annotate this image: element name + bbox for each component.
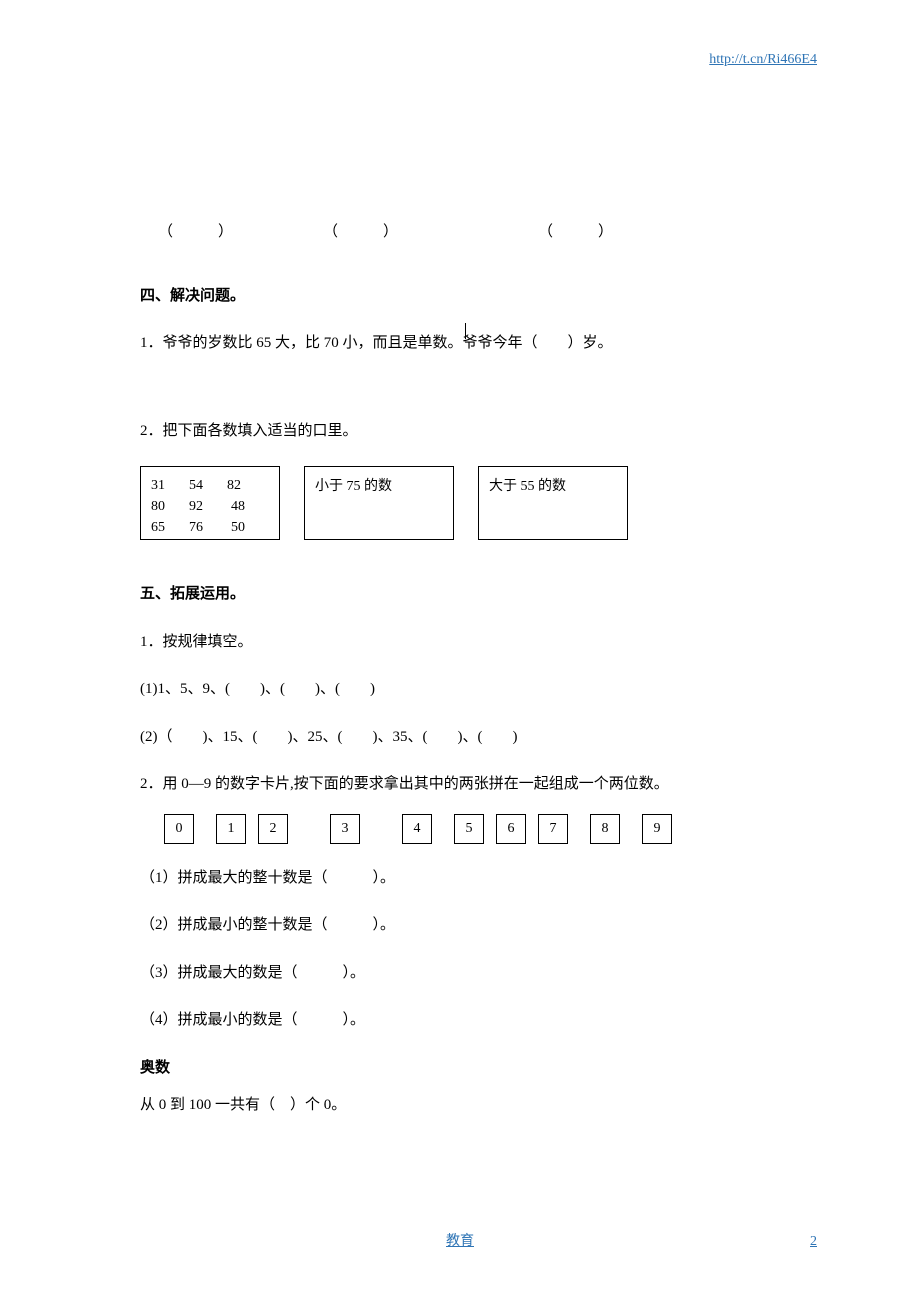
num-cell: 31 bbox=[151, 475, 165, 496]
num-cell: 76 bbox=[189, 517, 203, 538]
digit-card: 9 bbox=[642, 814, 672, 844]
blank-2: （ ） bbox=[323, 220, 398, 246]
section-5-q1b: (2)（ )、15、( )、25、( )、35、( )、( ) bbox=[140, 725, 780, 751]
section-5-q1: 1．按规律填空。 bbox=[140, 630, 780, 656]
num-cell: 80 bbox=[151, 496, 165, 517]
num-cell: 54 bbox=[189, 475, 203, 496]
header-url-link[interactable]: http://t.cn/Ri466E4 bbox=[709, 52, 817, 68]
section-5-sub4: （4）拼成最小的数是（ ）。 bbox=[140, 1008, 780, 1034]
page-number-link[interactable]: 2 bbox=[810, 1234, 817, 1250]
section-5-q1a: (1)1、5、9、( )、( )、( ) bbox=[140, 677, 780, 703]
digit-card: 2 bbox=[258, 814, 288, 844]
blank-3: （ ） bbox=[538, 220, 613, 246]
footer-education-link[interactable]: 教育 bbox=[446, 1230, 474, 1250]
section-5-q2: 2．用 0—9 的数字卡片,按下面的要求拿出其中的两张拼在一起组成一个两位数。 bbox=[140, 772, 780, 798]
num-cell: 48 bbox=[231, 496, 245, 517]
digit-card: 3 bbox=[330, 814, 360, 844]
section-5-sub2: （2）拼成最小的整十数是（ ）。 bbox=[140, 913, 780, 939]
bonus-title: 奥数 bbox=[140, 1056, 780, 1082]
less-than-75-box: 小于 75 的数 bbox=[304, 466, 454, 540]
digit-card: 0 bbox=[164, 814, 194, 844]
section-5-sub1: （1）拼成最大的整十数是（ ）。 bbox=[140, 866, 780, 892]
section-5-sub3: （3）拼成最大的数是（ ）。 bbox=[140, 961, 780, 987]
digit-card: 8 bbox=[590, 814, 620, 844]
digit-card: 1 bbox=[216, 814, 246, 844]
boxes-row: 31 54 82 80 92 48 65 76 50 小于 75 的数 大于 5… bbox=[140, 466, 780, 540]
section-4-q1: 1．爷爷的岁数比 65 大，比 70 小，而且是单数。爷爷今年（ ）岁。 bbox=[140, 331, 780, 357]
num-cell: 82 bbox=[227, 475, 241, 496]
digit-card: 4 bbox=[402, 814, 432, 844]
section-5-title: 五、拓展运用。 bbox=[140, 582, 780, 608]
section-4-title: 四、解决问题。 bbox=[140, 284, 780, 310]
blank-1: （ ） bbox=[158, 220, 233, 246]
section-4-q2: 2．把下面各数填入适当的口里。 bbox=[140, 419, 780, 445]
digit-card: 6 bbox=[496, 814, 526, 844]
blank-parentheses-row: （ ） （ ） （ ） bbox=[140, 220, 780, 246]
digit-cards-row: 0 1 2 3 4 5 6 7 8 9 bbox=[164, 814, 780, 844]
bonus-q: 从 0 到 100 一共有（ ）个 0。 bbox=[140, 1093, 780, 1119]
num-cell: 65 bbox=[151, 517, 165, 538]
numbers-source-box: 31 54 82 80 92 48 65 76 50 bbox=[140, 466, 280, 540]
text-cursor-icon bbox=[465, 323, 466, 339]
greater-than-55-box: 大于 55 的数 bbox=[478, 466, 628, 540]
footer: 教育 bbox=[0, 1230, 920, 1250]
main-content: （ ） （ ） （ ） 四、解决问题。 1．爷爷的岁数比 65 大，比 70 小… bbox=[140, 220, 780, 1141]
digit-card: 5 bbox=[454, 814, 484, 844]
digit-card: 7 bbox=[538, 814, 568, 844]
num-cell: 50 bbox=[231, 517, 245, 538]
num-cell: 92 bbox=[189, 496, 203, 517]
